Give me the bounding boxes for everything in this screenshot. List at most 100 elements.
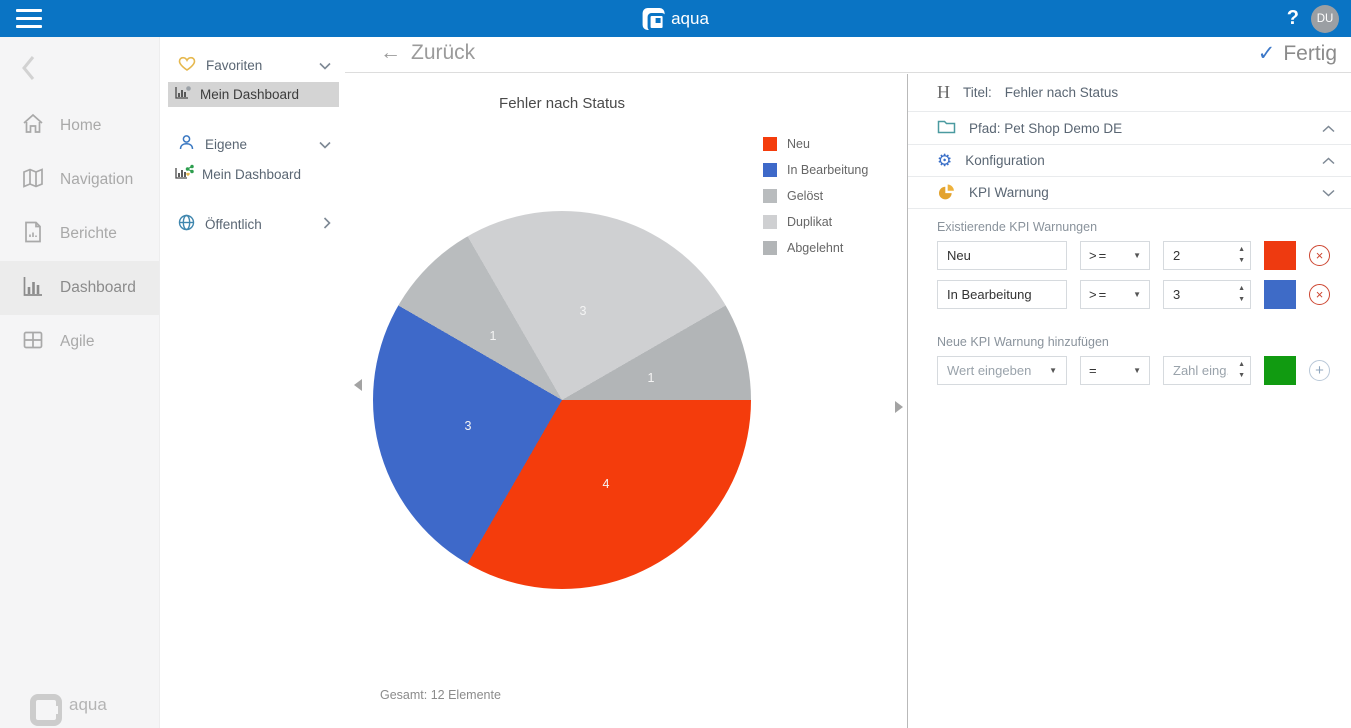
folder-icon: [937, 119, 956, 137]
top-bar: aqua ? DU: [0, 0, 1351, 37]
warning-operator-select[interactable]: >= ▼: [1080, 280, 1150, 309]
legend-item: In Bearbeitung: [763, 162, 868, 178]
warning-value-input[interactable]: [1163, 241, 1251, 270]
config-row-kpi-warnung[interactable]: KPI Warnung: [908, 177, 1351, 209]
pie-slice-value-bearbeitung: 3: [464, 419, 472, 433]
legend-item: Gelöst: [763, 188, 868, 204]
titel-value[interactable]: Fehler nach Status: [1004, 85, 1119, 100]
existing-warnings-label: Existierende KPI Warnungen: [937, 220, 1098, 234]
bar-chart-icon: [20, 273, 46, 304]
check-icon: ✓: [1257, 42, 1276, 65]
tree-group-label: Eigene: [205, 136, 248, 152]
config-row-pfad[interactable]: Pfad: Pet Shop Demo DE: [908, 112, 1351, 145]
pie-slice-value-duplikat: 3: [579, 304, 587, 318]
legend-swatch: [763, 189, 777, 203]
legend-swatch: [763, 241, 777, 255]
tree-group-label: Favoriten: [206, 57, 263, 73]
sidebar-brand-text: aqua: [69, 695, 107, 714]
sidebar-item-agile[interactable]: Agile: [0, 315, 159, 369]
done-button[interactable]: ✓ Fertig: [1258, 41, 1337, 66]
sidebar-item-label: Berichte: [60, 225, 117, 242]
back-button[interactable]: ← Zurück: [380, 41, 475, 65]
number-spinner[interactable]: ▲ ▼: [1238, 361, 1245, 379]
new-warning-operator-select[interactable]: = ▼: [1080, 356, 1150, 385]
pie-chart: 4 3 1 3 1: [373, 211, 751, 589]
sidebar-item-dashboard[interactable]: Dashboard: [0, 261, 159, 315]
back-label: Zurück: [411, 41, 476, 64]
pfad-label: Pfad: Pet Shop Demo DE: [969, 120, 1123, 136]
title-h-icon: H: [937, 82, 950, 102]
new-warning-value-select[interactable]: Wert eingeben ▼: [937, 356, 1067, 385]
config-row-titel: H Titel: Fehler nach Status: [908, 74, 1351, 112]
map-icon: [20, 165, 46, 196]
caret-down-icon: ▼: [1133, 290, 1141, 299]
help-icon[interactable]: ?: [1286, 7, 1299, 29]
tree-item-label: Mein Dashboard: [200, 87, 300, 102]
chart-total: Gesamt: 12 Elemente: [380, 688, 501, 702]
number-spinner[interactable]: ▲ ▼: [1238, 285, 1245, 303]
legend-item: Neu: [763, 136, 868, 152]
dashboard-widget-icon: [174, 85, 192, 104]
caret-down-icon: ▼: [1133, 251, 1141, 260]
new-warning-label: Neue KPI Warnung hinzufügen: [937, 335, 1109, 349]
tree-item-mein-dashboard-eigene[interactable]: Mein Dashboard: [168, 162, 339, 187]
widget-preview: Fehler nach Status Neu In Bearbeitung Ge…: [345, 74, 908, 728]
kpi-pie-icon: [937, 182, 956, 204]
kpi-label: KPI Warnung: [969, 185, 1049, 200]
warning-value-input[interactable]: [1163, 280, 1251, 309]
pie-slice-value-neu: 4: [602, 477, 610, 491]
new-warning-value-input[interactable]: [1163, 356, 1251, 385]
config-row-konfiguration[interactable]: ⚙ Konfiguration: [908, 145, 1351, 177]
home-icon: [20, 111, 46, 142]
dashboard-widget-shared-icon: [174, 164, 194, 185]
main-nav: Home Navigation Berichte Das: [0, 99, 159, 369]
sidebar-item-home[interactable]: Home: [0, 99, 159, 153]
legend-item: Abgelehnt: [763, 240, 868, 256]
delete-warning-icon[interactable]: ×: [1309, 284, 1330, 305]
number-spinner[interactable]: ▲ ▼: [1238, 246, 1245, 264]
warning-color-swatch[interactable]: [1264, 241, 1296, 270]
user-avatar[interactable]: DU: [1311, 4, 1339, 33]
grid-icon: [20, 327, 46, 358]
hamburger-menu-icon[interactable]: [16, 9, 42, 28]
legend-swatch: [763, 215, 777, 229]
chevron-right-icon: [323, 216, 331, 232]
warning-name-input[interactable]: [937, 241, 1067, 270]
report-icon: [20, 219, 46, 250]
sidebar-item-label: Navigation: [60, 171, 134, 188]
globe-icon: [178, 214, 195, 234]
warning-color-swatch[interactable]: [1264, 280, 1296, 309]
delete-warning-icon[interactable]: ×: [1309, 245, 1330, 266]
dashboard-tree-panel: Favoriten Mein Dashboard Eigene: [160, 37, 345, 728]
pager-left-icon[interactable]: [354, 379, 362, 391]
chevron-down-icon: [319, 137, 331, 152]
back-arrow-icon: ←: [380, 41, 401, 64]
primary-sidebar: Home Navigation Berichte Das: [0, 37, 160, 728]
warning-operator-select[interactable]: >= ▼: [1080, 241, 1150, 270]
tree-group-oeffentlich[interactable]: Öffentlich: [160, 211, 345, 237]
kpi-warning-row: >=▼ ▲▼ ×: [937, 241, 1335, 270]
caret-down-icon: ▼: [1133, 366, 1141, 375]
tree-group-eigene[interactable]: Eigene: [160, 131, 345, 157]
legend-swatch: [763, 137, 777, 151]
person-icon: [178, 134, 195, 154]
pager-right-icon[interactable]: [895, 401, 903, 413]
kpi-warning-row: >=▼ ▲▼ ×: [937, 280, 1335, 309]
main-area: ← Zurück ✓ Fertig Fehler nach Status Neu…: [345, 37, 1351, 728]
brand-name: aqua: [671, 8, 709, 28]
titel-label: Titel:: [963, 85, 992, 100]
tree-item-mein-dashboard-favorit[interactable]: Mein Dashboard: [168, 82, 339, 107]
chart-title: Fehler nach Status: [499, 95, 625, 112]
warning-name-input[interactable]: [937, 280, 1067, 309]
sidebar-collapse-icon[interactable]: [18, 53, 40, 88]
sidebar-brand: aqua: [28, 692, 107, 726]
widget-config-panel: H Titel: Fehler nach Status Pfad: Pet Sh…: [908, 74, 1351, 728]
add-warning-icon[interactable]: +: [1309, 360, 1330, 381]
new-kpi-warning-row: Wert eingeben▼ =▼ ▲▼ +: [937, 356, 1335, 385]
sidebar-item-navigation[interactable]: Navigation: [0, 153, 159, 207]
editor-header: ← Zurück ✓ Fertig: [345, 37, 1351, 73]
tree-group-favoriten[interactable]: Favoriten: [160, 52, 345, 78]
new-warning-color-swatch[interactable]: [1264, 356, 1296, 385]
chevron-up-icon: [1322, 153, 1335, 168]
sidebar-item-berichte[interactable]: Berichte: [0, 207, 159, 261]
